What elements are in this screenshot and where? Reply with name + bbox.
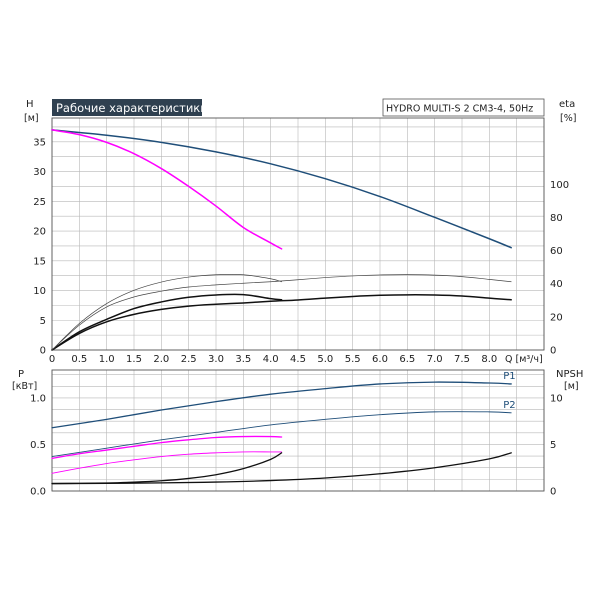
lower-series-label-p2: P2 xyxy=(503,400,515,411)
chart-labels: 0 0.5 1.0 1.5 2.0 2.5 3.0 3.5 4.0 4.5 5.0 5.5 6.0 6.5… xyxy=(30,137,569,497)
upper-series-5-line xyxy=(51,274,282,351)
upper-right-tick-label: 60 xyxy=(550,246,563,257)
upper-left-tick-label: 25 xyxy=(33,197,46,208)
x-tick-label: 1.0 xyxy=(99,354,115,365)
upper-right-axis-unit: [%] xyxy=(560,113,576,124)
lower-left-tick-label: 0.5 xyxy=(30,440,46,451)
upper-right-tick-label: 20 xyxy=(550,312,563,323)
upper-series-1-line xyxy=(51,129,283,250)
upper-right-axis-name: eta xyxy=(559,99,575,110)
upper-left-tick-label: 20 xyxy=(33,227,46,238)
x-tick-label: 6.0 xyxy=(372,354,388,365)
lower-left-tick-label: 1.0 xyxy=(30,393,46,404)
lower-right-axis-unit: [м] xyxy=(564,381,579,392)
x-tick-label: 0.5 xyxy=(71,354,87,365)
x-tick-label: 2.5 xyxy=(181,354,197,365)
x-tick-label: 3.5 xyxy=(235,354,251,365)
lower-right-tick-label: 10 xyxy=(550,393,563,404)
upper-left-tick-label: 10 xyxy=(33,286,46,297)
upper-left-tick-label: 15 xyxy=(33,256,46,267)
title-background xyxy=(52,99,202,116)
upper-plot-curves xyxy=(51,129,512,351)
lower-series-1-line xyxy=(51,411,512,458)
lower-right-tick-label: 5 xyxy=(550,440,556,451)
x-tick-label: 4.5 xyxy=(290,354,306,365)
upper-series-0-line xyxy=(51,129,512,249)
model-label-box xyxy=(382,98,545,117)
x-tick-label: 4.0 xyxy=(263,354,279,365)
x-axis-label: Q [м³/ч] xyxy=(505,354,543,365)
upper-series-4-line xyxy=(51,274,512,351)
x-tick-label: 0 xyxy=(49,354,55,365)
upper-left-tick-label: 30 xyxy=(33,167,46,178)
lower-series-3-line xyxy=(51,451,283,474)
x-tick-label: 8.0 xyxy=(481,354,497,365)
upper-series-3-line xyxy=(51,293,283,351)
x-tick-label: 7.0 xyxy=(427,354,443,365)
model-label: HYDRO MULTI-S 2 CM3-4, 50Hz xyxy=(386,104,533,115)
upper-right-tick-label: 100 xyxy=(550,180,569,191)
lower-series-5-line xyxy=(51,452,283,485)
x-tick-label: 7.5 xyxy=(454,354,470,365)
upper-left-axis-name: H xyxy=(26,99,34,110)
lower-plot-grid xyxy=(51,369,545,492)
lower-right-tick-label: 0 xyxy=(550,487,556,498)
lower-left-axis-unit: [кВт] xyxy=(12,381,37,392)
upper-left-tick-label: 0 xyxy=(40,346,46,357)
lower-plot-frame xyxy=(51,369,545,492)
lower-left-tick-label: 0.0 xyxy=(30,487,46,498)
x-tick-label: 2.0 xyxy=(153,354,169,365)
upper-left-tick-label: 35 xyxy=(33,137,46,148)
lower-right-axis-name: NPSH xyxy=(556,369,583,380)
upper-plot-grid xyxy=(51,117,545,351)
lower-left-axis-name: P xyxy=(18,369,24,380)
upper-left-tick-label: 5 xyxy=(40,316,46,327)
upper-left-axis-unit: [м] xyxy=(24,113,39,124)
chart-title: Рабочие характеристики xyxy=(56,101,208,115)
upper-right-tick-label: 0 xyxy=(550,346,556,357)
upper-right-tick-label: 40 xyxy=(550,279,563,290)
x-tick-label: 1.5 xyxy=(126,354,142,365)
lower-series-0-line xyxy=(51,381,512,429)
x-tick-label: 5.0 xyxy=(317,354,333,365)
x-tick-label: 5.5 xyxy=(345,354,361,365)
x-tick-label: 3.0 xyxy=(208,354,224,365)
x-tick-label: 6.5 xyxy=(399,354,415,365)
lower-series-label-p1: P1 xyxy=(503,371,515,382)
lower-plot-curves: P1 P2 xyxy=(51,371,516,485)
lower-series-2-line xyxy=(51,435,283,460)
upper-plot-frame xyxy=(51,117,545,351)
upper-right-tick-label: 80 xyxy=(550,213,563,224)
lower-series-4-line xyxy=(51,452,512,485)
upper-series-2-line xyxy=(51,294,512,351)
